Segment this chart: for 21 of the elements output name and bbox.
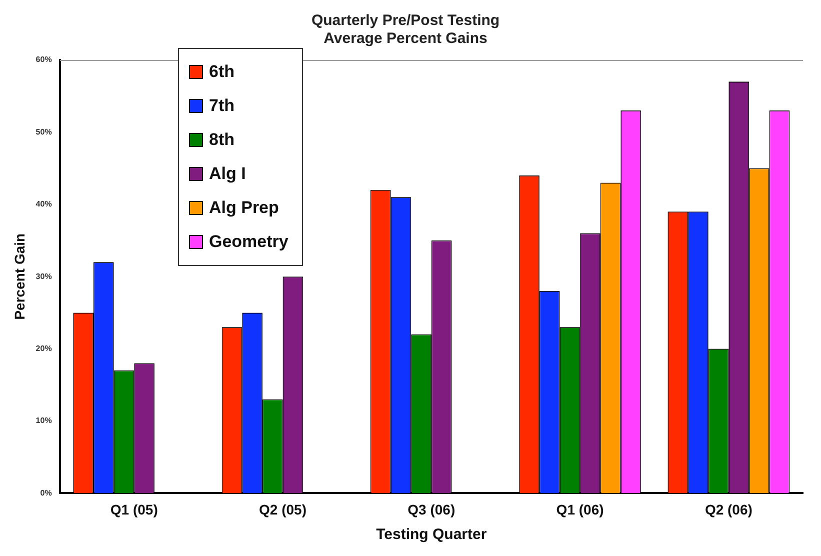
y-tick-label: 10% (36, 416, 52, 426)
y-tick-label: 0% (40, 488, 52, 498)
legend-label: Alg Prep (209, 198, 279, 218)
y-axis-title: Percent Gain (11, 233, 28, 320)
x-tick-label: Q1 (06) (556, 501, 604, 518)
x-tick-label: Q3 (06) (408, 501, 456, 518)
y-tick-label: 20% (36, 344, 52, 354)
x-tick-label: Q2 (06) (704, 501, 752, 518)
y-tick-label: 30% (36, 272, 52, 281)
y-tick-label: 50% (36, 127, 52, 136)
legend-label: 7th (209, 96, 234, 116)
x-tick-label: Q2 (05) (259, 501, 307, 518)
legend-label: 8th (209, 130, 234, 150)
legend-label: Alg I (209, 164, 246, 184)
x-axis-title: Testing Quarter (376, 526, 487, 544)
chart-title: Quarterly Pre/Post Testing Average Percent Gains (311, 12, 500, 48)
legend-label: Geometry (209, 232, 288, 252)
y-tick-label: 40% (36, 200, 52, 209)
y-tick-label: 60% (36, 55, 52, 64)
legend-label: 6th (209, 62, 234, 82)
x-tick-label: Q1 (05) (110, 501, 158, 518)
